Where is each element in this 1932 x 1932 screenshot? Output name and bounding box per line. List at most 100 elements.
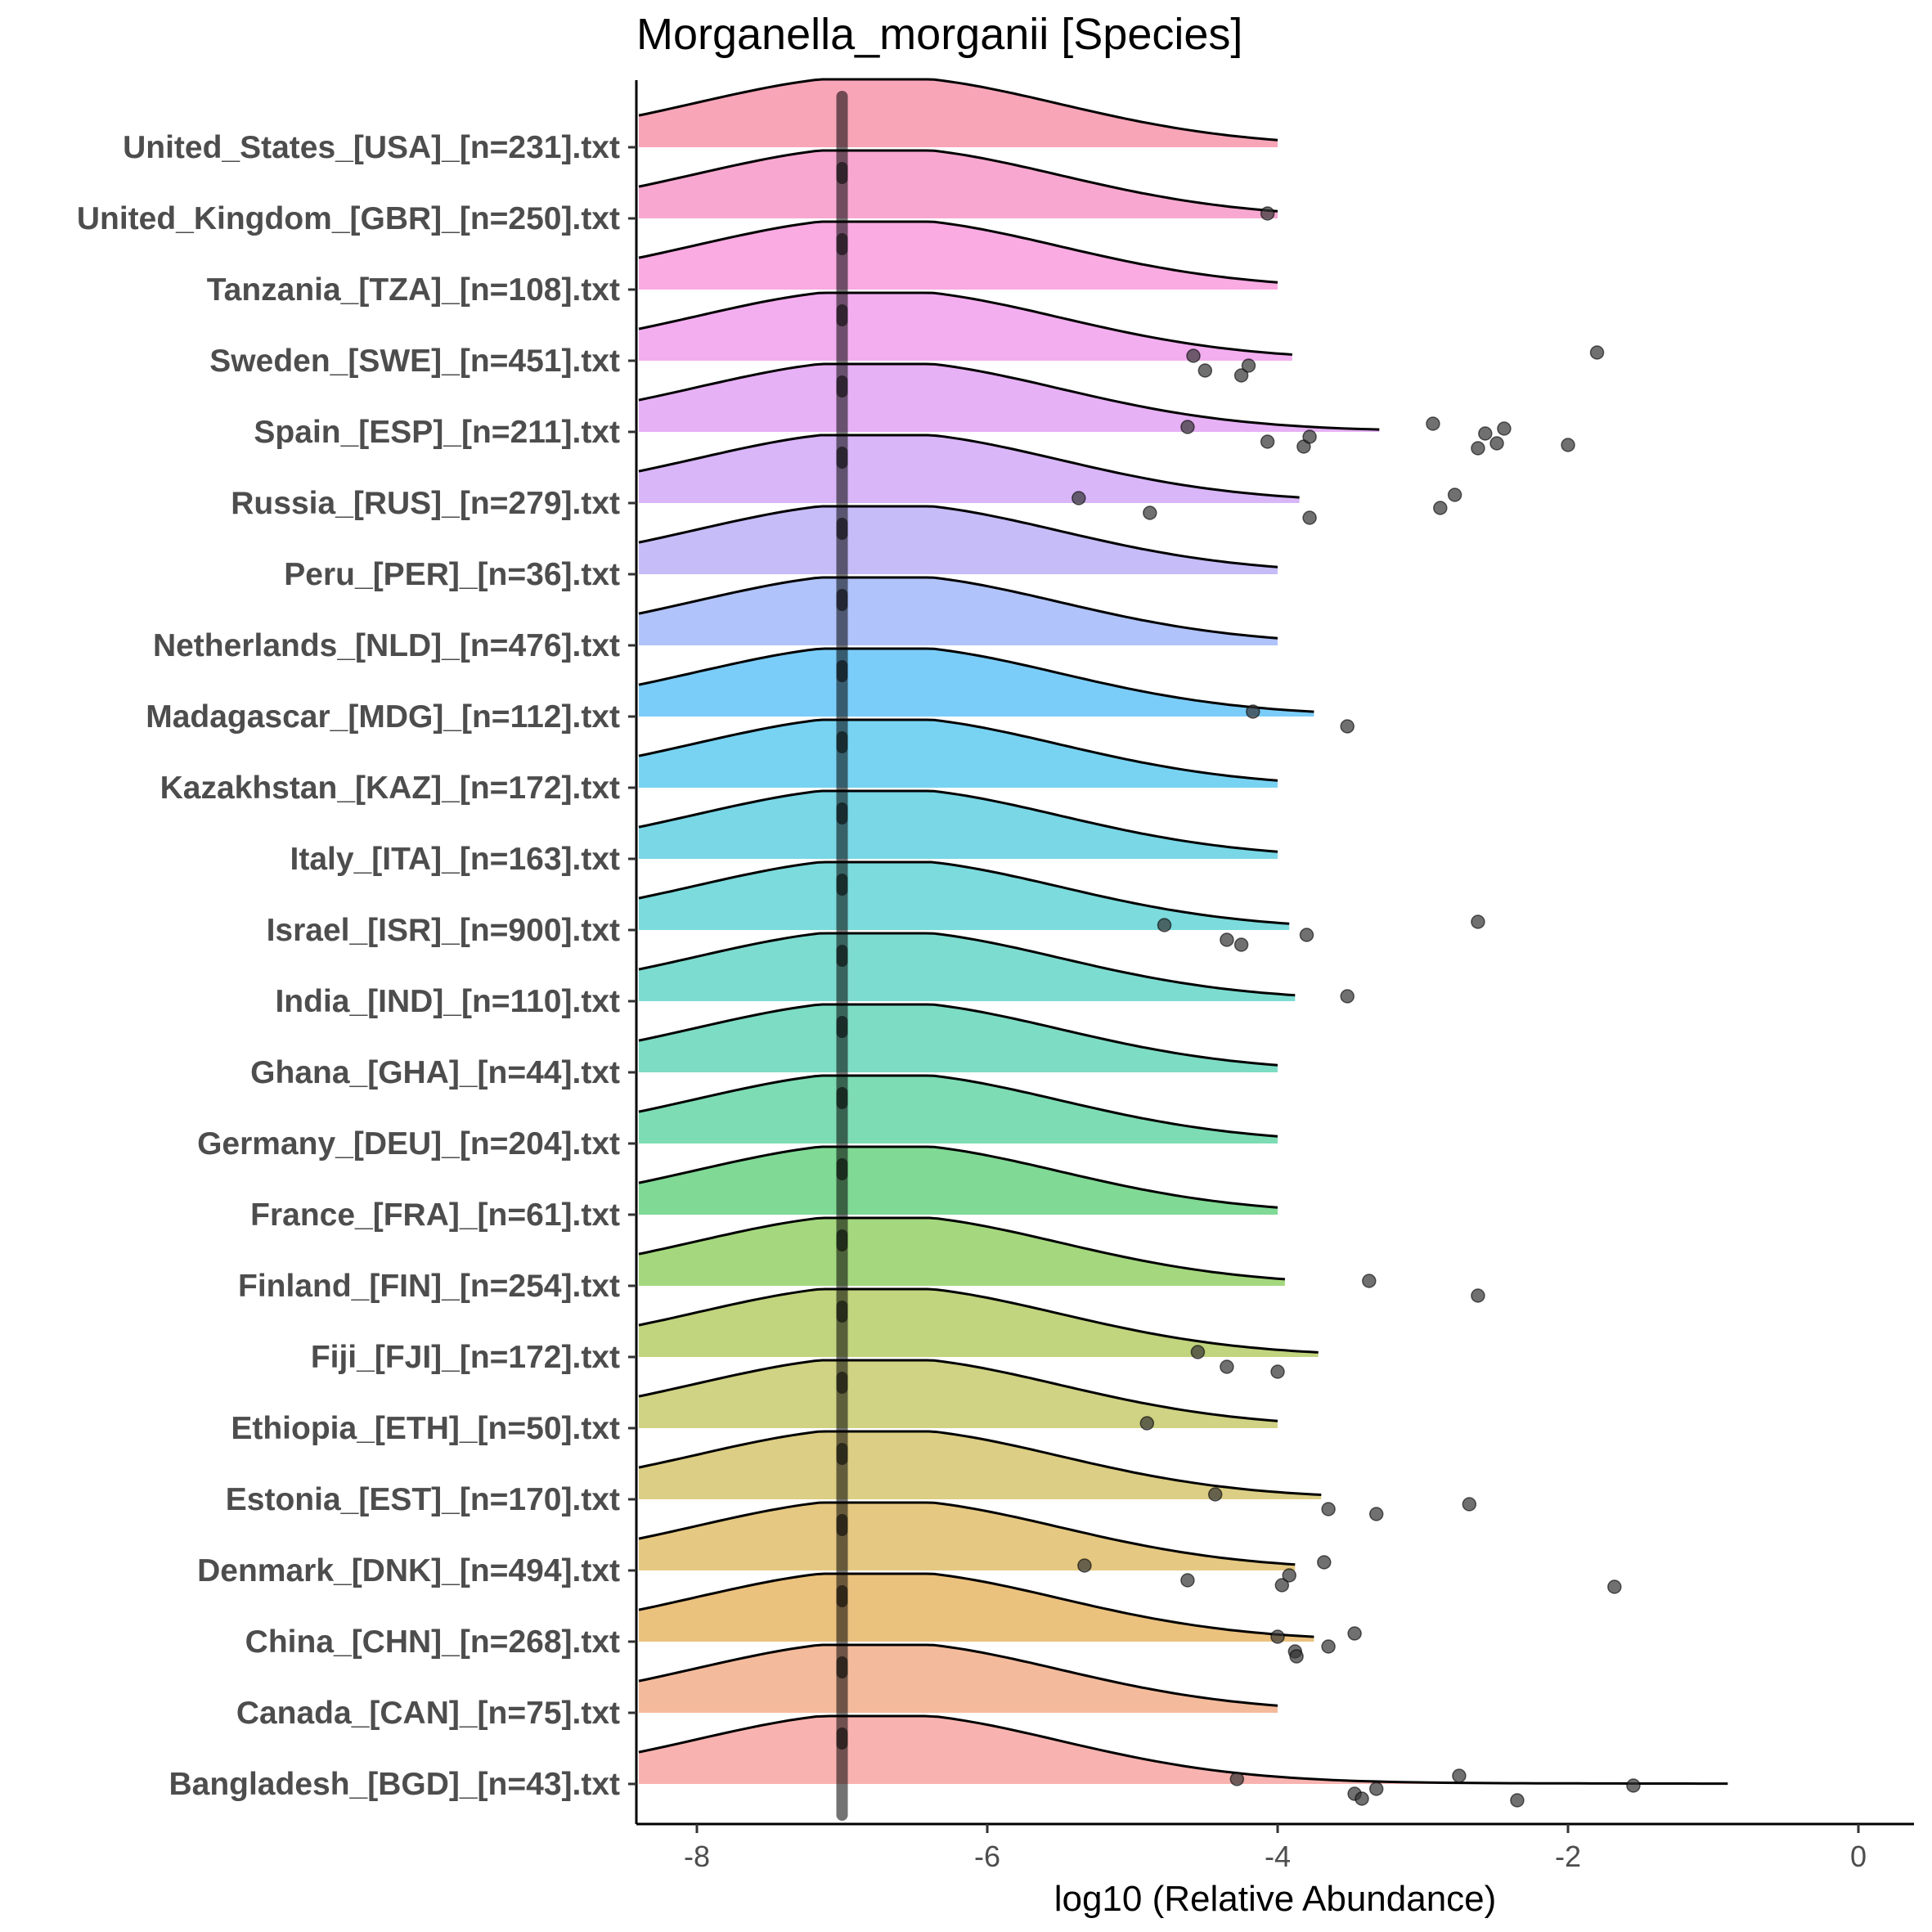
y-tick-label: Ghana_[GHA]_[n=44].txt bbox=[250, 1055, 620, 1090]
y-tick-label: Finland_[FIN]_[n=254].txt bbox=[238, 1269, 620, 1304]
outlier-point bbox=[1510, 1793, 1525, 1808]
outlier-point bbox=[1260, 206, 1275, 221]
outlier-point bbox=[1462, 1497, 1477, 1512]
ridge-fill bbox=[639, 506, 1278, 574]
ridge-fill bbox=[639, 1289, 1319, 1357]
outlier-point bbox=[1282, 1568, 1296, 1583]
y-tick-label: Spain_[ESP]_[n=211].txt bbox=[254, 415, 620, 450]
x-tick-label: -2 bbox=[1555, 1840, 1581, 1873]
y-tick-label: Kazakhstan_[KAZ]_[n=172].txt bbox=[160, 771, 620, 806]
outlier-point bbox=[1270, 1629, 1285, 1644]
ridge-fill bbox=[639, 649, 1314, 717]
ridges-layer bbox=[638, 78, 1728, 1786]
ridge-outline bbox=[638, 718, 1278, 782]
ridge-outline bbox=[638, 78, 1278, 142]
outlier-point bbox=[1197, 363, 1213, 378]
outlier-point bbox=[1471, 441, 1485, 456]
ridge-outline bbox=[638, 1501, 1296, 1566]
ridge-outline bbox=[638, 932, 1296, 997]
outlier-point bbox=[1452, 1768, 1467, 1783]
outlier-point bbox=[1077, 1558, 1092, 1573]
outlier-point bbox=[1139, 1416, 1155, 1431]
y-tick-label: China_[CHN]_[n=268].txt bbox=[245, 1624, 620, 1660]
outlier-point bbox=[1241, 358, 1256, 373]
ridge-fill bbox=[639, 862, 1290, 930]
outlier-point bbox=[1302, 510, 1317, 525]
x-axis-title: log10 (Relative Abundance) bbox=[1054, 1879, 1497, 1919]
outlier-point bbox=[1497, 421, 1512, 436]
ridge-outline bbox=[638, 1714, 1728, 1786]
ridge-outline bbox=[638, 860, 1290, 925]
ridge-outline bbox=[638, 576, 1278, 640]
y-tick-label: Netherlands_[NLD]_[n=476].txt bbox=[153, 628, 620, 663]
ridge-fill bbox=[639, 577, 1278, 645]
y-tick-label: France_[FRA]_[n=61].txt bbox=[250, 1197, 620, 1233]
outlier-points-layer bbox=[1072, 206, 1641, 1808]
outlier-point bbox=[1207, 1487, 1223, 1502]
ridge-fill bbox=[639, 1076, 1278, 1143]
outlier-point bbox=[1489, 436, 1504, 451]
ridge-fill bbox=[639, 1431, 1322, 1499]
ridge-outline bbox=[638, 1216, 1286, 1281]
outlier-point bbox=[1347, 1626, 1362, 1641]
y-tick-label: Italy_[ITA]_[n=163].txt bbox=[290, 842, 620, 877]
y-tick-label: India_[IND]_[n=110].txt bbox=[275, 984, 620, 1019]
ridge-fill bbox=[639, 435, 1300, 503]
ridge-fill bbox=[639, 1716, 1728, 1784]
outlier-point bbox=[1220, 1359, 1234, 1374]
outlier-point bbox=[1233, 368, 1249, 383]
y-tick-label: United_States_[USA]_[n=231].txt bbox=[123, 130, 620, 165]
ridge-fill bbox=[639, 79, 1278, 147]
ridge-outline bbox=[638, 1643, 1278, 1707]
ridge-outline bbox=[638, 1074, 1278, 1138]
ridge-outline bbox=[638, 362, 1380, 431]
x-tick-label: -4 bbox=[1265, 1840, 1291, 1873]
outlier-point bbox=[1270, 1364, 1285, 1379]
y-tick-label: Madagascar_[MDG]_[n=112].txt bbox=[146, 699, 620, 735]
ridge-outline bbox=[638, 1359, 1278, 1422]
outlier-point bbox=[1321, 1502, 1336, 1516]
outlier-point bbox=[1274, 1578, 1290, 1593]
outlier-point bbox=[1447, 487, 1462, 502]
outlier-point bbox=[1302, 429, 1317, 444]
ridge-fill bbox=[639, 791, 1278, 859]
y-tick-label: Bangladesh_[BGD]_[n=43].txt bbox=[168, 1767, 620, 1802]
outlier-point bbox=[1561, 438, 1575, 452]
chart-title: Morganella_morganii [Species] bbox=[636, 10, 1242, 59]
y-tick-label: Estonia_[EST]_[n=170].txt bbox=[226, 1482, 620, 1517]
x-tick-label: -8 bbox=[684, 1840, 710, 1873]
y-tick-label: Denmark_[DNK]_[n=494].txt bbox=[197, 1553, 620, 1588]
outlier-point bbox=[1180, 1573, 1195, 1588]
ridge-outline bbox=[638, 789, 1278, 853]
outlier-point bbox=[1143, 505, 1157, 520]
y-tick-label: Peru_[PER]_[n=36].txt bbox=[284, 557, 620, 592]
outlier-point bbox=[1433, 501, 1448, 515]
y-tick-label: United_Kingdom_[GBR]_[n=250].txt bbox=[77, 201, 620, 236]
ridge-outline bbox=[638, 505, 1278, 568]
x-axis-ticks: -8 -6 -4 -2 0 bbox=[684, 1824, 1867, 1873]
outlier-point bbox=[1233, 937, 1249, 952]
outlier-point bbox=[1589, 345, 1605, 360]
ridge-fill bbox=[639, 222, 1278, 290]
outlier-point bbox=[1317, 1555, 1332, 1570]
y-tick-label: Germany_[DEU]_[n=204].txt bbox=[197, 1126, 620, 1161]
ridge-outline bbox=[638, 434, 1300, 499]
y-tick-label: Israel_[ISR]_[n=900].txt bbox=[267, 913, 620, 948]
x-tick-label: 0 bbox=[1850, 1840, 1867, 1873]
ridge-outline bbox=[638, 647, 1314, 713]
outlier-point bbox=[1220, 932, 1234, 947]
outlier-point bbox=[1229, 1772, 1245, 1786]
outlier-point bbox=[1471, 1288, 1485, 1303]
outlier-point bbox=[1362, 1274, 1377, 1288]
ridge-fill bbox=[639, 933, 1296, 1001]
ridge-fill bbox=[639, 720, 1278, 788]
ridge-fill bbox=[639, 1360, 1278, 1428]
y-tick-label: Ethiopia_[ETH]_[n=50].txt bbox=[231, 1411, 620, 1446]
y-axis-labels: United_States_[USA]_[n=231].txt United_Ki… bbox=[77, 130, 636, 1802]
outlier-point bbox=[1478, 426, 1493, 441]
outlier-point bbox=[1072, 491, 1086, 505]
ridge-fill bbox=[639, 293, 1292, 361]
ridge-outline bbox=[638, 1572, 1314, 1638]
outlier-point bbox=[1355, 1791, 1369, 1806]
